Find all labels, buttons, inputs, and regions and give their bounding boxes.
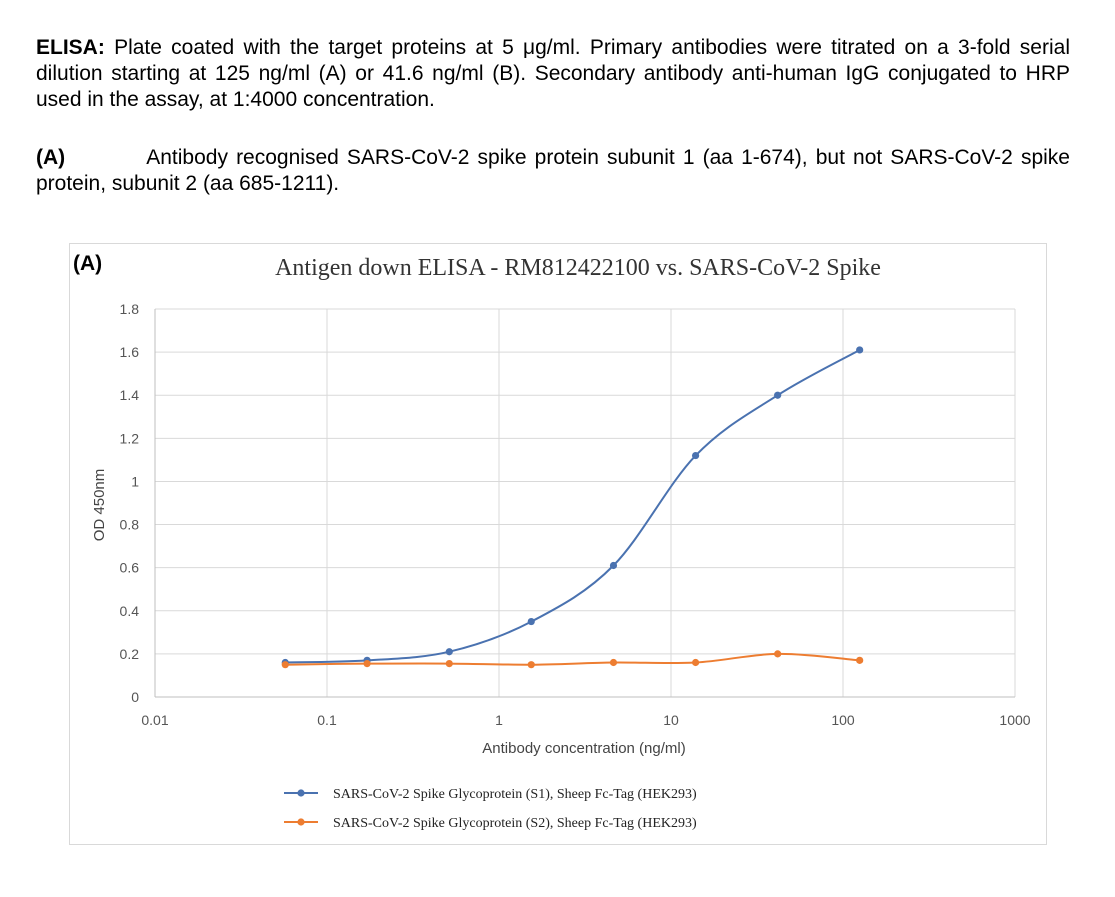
legend-swatch-marker-1 — [297, 789, 305, 797]
y-axis-label: OD 450nm — [91, 469, 108, 542]
data-point-series-1 — [609, 561, 618, 570]
chart-frame — [69, 243, 1047, 845]
chart-points — [281, 346, 864, 669]
elisa-label: ELISA: — [36, 36, 105, 59]
y-tick-label: 0.4 — [120, 603, 140, 619]
chart-grid — [155, 308, 1016, 697]
data-point-series-1 — [445, 648, 453, 656]
data-point-series-2 — [609, 658, 618, 667]
y-tick-label: 1.6 — [120, 344, 140, 360]
elisa-text: Plate coated with the target proteins at… — [36, 36, 1070, 111]
data-point-series-2 — [445, 659, 453, 668]
x-tick-label: 1 — [495, 712, 503, 728]
panel-a-caption: (A) Antibody recognised SARS-CoV-2 spike… — [36, 145, 1070, 197]
chart-title: Antigen down ELISA - RM812422100 vs. SAR… — [275, 255, 881, 281]
y-tick-label: 0.6 — [120, 560, 140, 576]
series-line-2 — [285, 652, 860, 666]
legend-entry-1: SARS-CoV-2 Spike Glycoprotein (S1), Shee… — [333, 787, 697, 802]
panel-label: (A) — [73, 252, 102, 275]
series-line-1 — [285, 349, 861, 664]
x-tick-label: 10 — [663, 712, 679, 728]
y-tick-label: 0 — [131, 689, 139, 705]
data-point-series-2 — [774, 650, 782, 658]
y-tick-label: 1.8 — [120, 301, 140, 317]
x-tick-label: 0.1 — [317, 712, 337, 728]
x-axis-label: Antibody concentration (ng/ml) — [482, 740, 685, 757]
panel-a-caption-label: (A) — [36, 146, 66, 169]
data-point-series-1 — [856, 346, 864, 354]
data-point-series-1 — [691, 451, 700, 460]
data-point-series-1 — [774, 391, 782, 399]
chart-legend: SARS-CoV-2 Spike Glycoprotein (S1), Shee… — [284, 787, 697, 831]
y-tick-label: 1.4 — [120, 387, 140, 403]
x-tick-label: 0.01 — [141, 712, 168, 728]
data-point-series-2 — [527, 661, 535, 669]
data-point-series-2 — [363, 659, 371, 668]
data-point-series-2 — [281, 661, 289, 669]
x-tick-label: 1000 — [999, 712, 1030, 728]
y-tick-label: 0.8 — [120, 517, 140, 533]
y-tick-label: 0.2 — [120, 646, 140, 662]
data-point-series-2 — [691, 658, 700, 667]
legend-entry-2: SARS-CoV-2 Spike Glycoprotein (S2), Shee… — [333, 816, 697, 831]
legend-swatch-marker-2 — [297, 818, 305, 826]
panel-a-caption-text: Antibody recognised SARS-CoV-2 spike pro… — [36, 146, 1070, 195]
x-tick-label: 100 — [831, 712, 855, 728]
elisa-caption: ELISA: Plate coated with the target prot… — [36, 35, 1070, 113]
chart-tick-labels: 0 0.2 0.4 0.6 0.8 1 1.2 1.4 1.6 1.8 0.01 0.1 1 10 100 1… — [120, 301, 1031, 728]
data-point-series-1 — [527, 617, 535, 626]
y-tick-label: 1.2 — [120, 430, 140, 446]
y-tick-label: 1 — [131, 473, 139, 489]
chart-axes — [154, 309, 1015, 698]
chart-series-lines — [285, 349, 861, 666]
data-point-series-2 — [856, 656, 864, 664]
